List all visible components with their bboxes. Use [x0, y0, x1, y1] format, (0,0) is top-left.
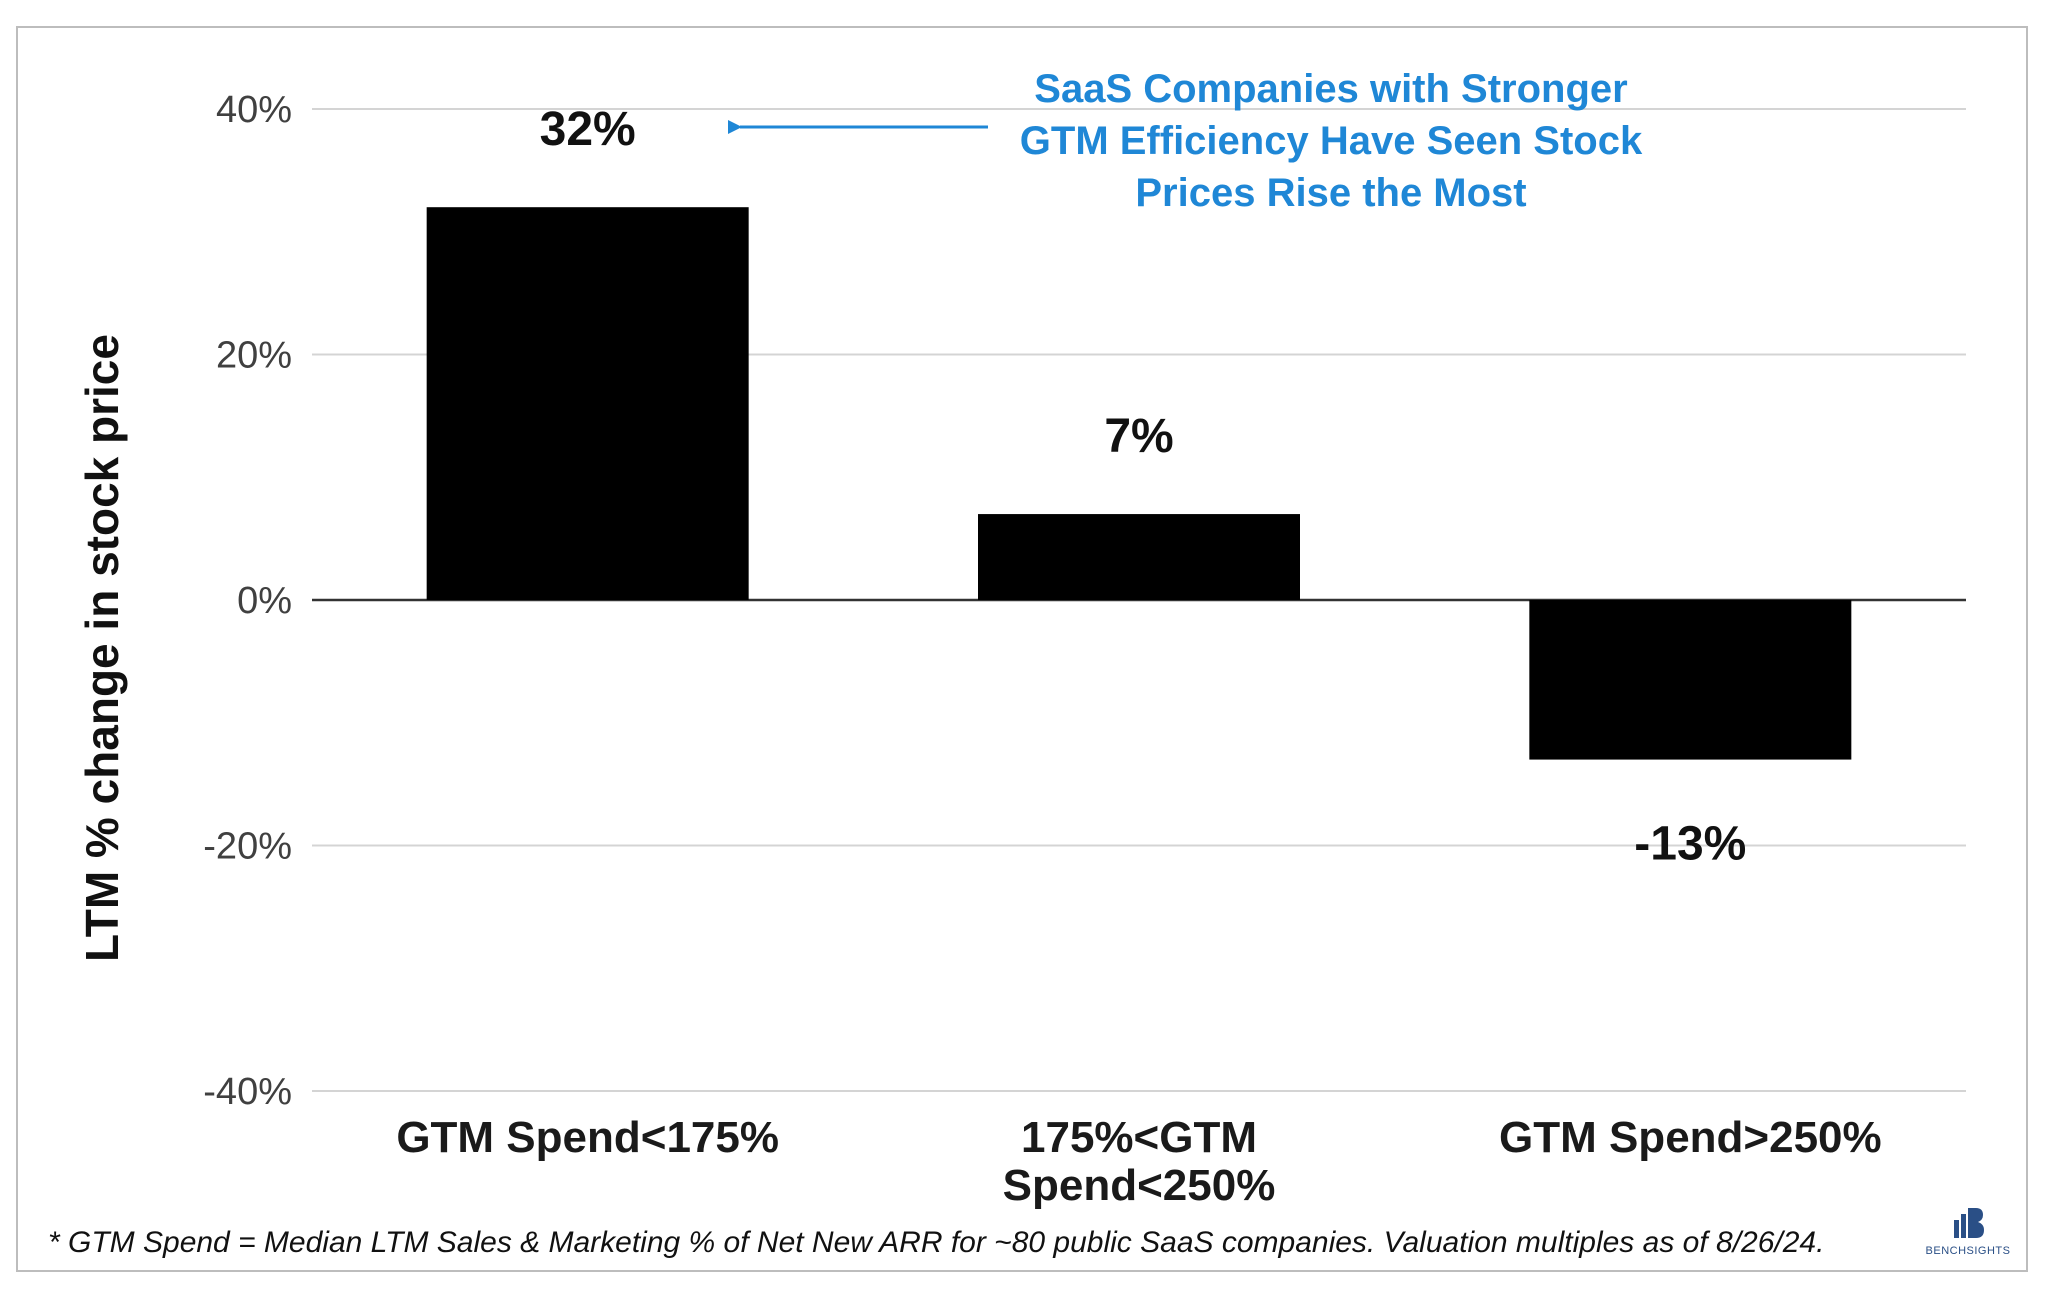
data-labels: 32% 7% -13%	[540, 103, 1747, 870]
y-axis-label: LTM % change in stock price	[76, 334, 128, 962]
bar	[1529, 600, 1852, 760]
annotation: SaaS Companies with Stronger GTM Efficie…	[728, 67, 1643, 215]
annotation-line-3: Prices Rise the Most	[1135, 171, 1526, 215]
category-label: 175%<GTM	[1021, 1113, 1257, 1162]
footnote: * GTM Spend = Median LTM Sales & Marketi…	[48, 1226, 1825, 1259]
y-axis-ticks: 40% 20% 0% -20% -40%	[203, 89, 292, 1113]
category-label: GTM Spend>250%	[1499, 1113, 1882, 1162]
data-label: 7%	[1104, 410, 1173, 463]
category-label: GTM Spend<175%	[396, 1113, 779, 1162]
y-tick-label: -40%	[203, 1071, 292, 1113]
y-tick-label: 20%	[216, 335, 292, 377]
bar	[978, 514, 1300, 600]
bar-chart-b-logo-icon	[1954, 1208, 1984, 1238]
y-tick-label: 40%	[216, 89, 292, 131]
y-tick-label: -20%	[203, 826, 292, 868]
annotation-line-1: SaaS Companies with Stronger	[1034, 67, 1627, 111]
data-label: 32%	[540, 103, 636, 156]
y-tick-label: 0%	[237, 580, 292, 622]
bar	[426, 207, 749, 600]
data-label: -13%	[1634, 818, 1746, 871]
bars	[426, 207, 1852, 760]
logo-text: BENCHSIGHTS	[1925, 1245, 2011, 1257]
benchsights-logo: BENCHSIGHTS	[1918, 1206, 2018, 1257]
chart-frame	[16, 26, 2028, 1272]
annotation-line-2: GTM Efficiency Have Seen Stock	[1020, 119, 1643, 163]
category-label: Spend<250%	[1003, 1161, 1276, 1210]
